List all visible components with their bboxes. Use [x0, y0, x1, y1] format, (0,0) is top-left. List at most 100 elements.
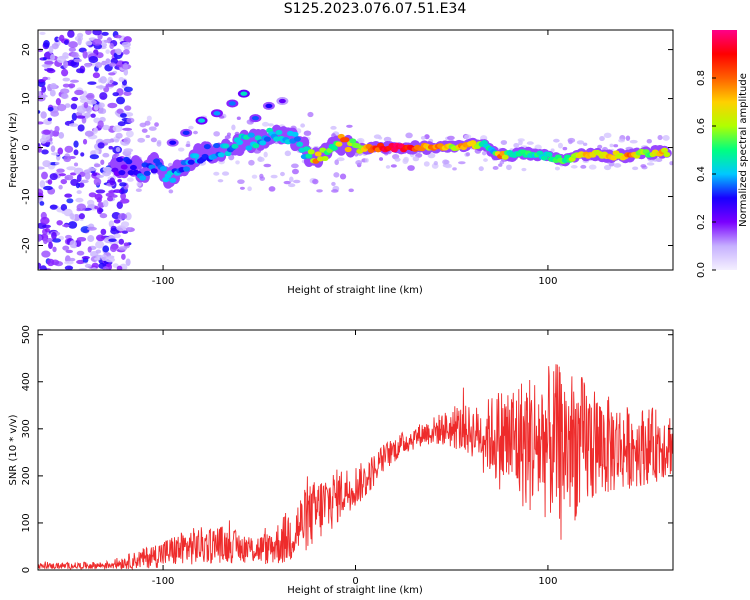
spectrogram-ridge-point [169, 177, 177, 183]
spectrogram-speckle [125, 258, 131, 267]
spectrogram-speckle [517, 138, 525, 142]
spectrogram-speckle [87, 167, 97, 171]
spectrogram-speckle [73, 140, 79, 148]
spectrogram-speckle [239, 186, 245, 190]
spectrogram-speckle [92, 38, 102, 46]
spectrogram-speckle [185, 143, 191, 148]
spectrogram-speckle [107, 102, 118, 109]
spectrogram-ridge-point [390, 147, 398, 153]
spectrogram-speckle [483, 158, 488, 162]
spectrogram-speckle [85, 30, 92, 35]
spectrogram-speckle [632, 166, 639, 171]
spectrogram-speckle [118, 76, 125, 83]
spectrogram-speckle [95, 189, 106, 194]
spectrogram-speckle [123, 242, 130, 247]
spectrogram-speckle [333, 172, 340, 178]
spectrogram-speckle [427, 153, 436, 159]
spectrogram-speckle [62, 245, 70, 251]
spectrogram-speckle [640, 164, 647, 168]
spectrogram-speckle [102, 266, 109, 270]
spectrogram-speckle [51, 43, 59, 50]
spectrogram-ridge-point [159, 166, 167, 172]
spectrogram-speckle [49, 173, 58, 181]
y-tick-label: 100 [21, 513, 32, 532]
spectrogram-speckle [51, 231, 57, 240]
spectrogram-speckle [444, 163, 453, 169]
spectrogram-ridge-point [342, 137, 350, 143]
y-tick-label: -20 [21, 237, 32, 253]
spectrogram-speckle [521, 167, 527, 172]
spectrogram-speckle [331, 181, 336, 186]
spectrogram-speckle [50, 110, 60, 117]
spectrogram-ridge-point [263, 136, 271, 142]
spectrogram-speckle [108, 62, 116, 67]
spectrogram-speckle [284, 150, 292, 157]
spectrogram-ridge-point [275, 129, 283, 136]
y-tick-label: 500 [21, 325, 32, 344]
spectrogram-speckle [93, 127, 98, 134]
spectrogram-speckle [433, 161, 438, 166]
spectrogram-speckle [93, 163, 101, 168]
spectrogram-ridge-point [143, 170, 151, 176]
spectrogram-speckle [125, 212, 132, 221]
spectrogram-speckle [48, 241, 53, 249]
spectrogram-speckle [71, 112, 78, 121]
spectrogram-speckle [68, 47, 76, 52]
spectrogram-speckle [378, 136, 383, 140]
spectrogram-speckle [383, 136, 392, 142]
spectrogram-speckle [221, 171, 230, 176]
spectrogram-speckle [412, 156, 420, 162]
spectrogram-speckle [123, 91, 132, 96]
spectrogram-ridge-point [236, 139, 244, 145]
spectrogram-speckle [263, 163, 272, 168]
spectrogram-speckle [98, 102, 105, 109]
spectrogram-speckle [126, 177, 134, 182]
spectrogram-speckle [117, 178, 122, 183]
spectrogram-speckle [42, 185, 53, 191]
spectrogram-speckle [50, 54, 55, 61]
spectrogram-speckle [84, 130, 94, 137]
spectrogram-ridge-point [183, 166, 191, 172]
spectrogram-speckle [102, 170, 111, 177]
spectrogram-speckle [73, 149, 79, 156]
spectrogram-speckle [94, 205, 99, 210]
spectrogram-speckle [657, 135, 663, 141]
spectrogram-speckle [102, 245, 110, 253]
spectrogram-ridge-point [469, 140, 477, 146]
spectrogram-speckle [92, 30, 102, 36]
spectrogram-speckle [112, 263, 119, 268]
spectrogram-speckle [405, 132, 413, 139]
spectrogram-speckle [103, 39, 110, 43]
spectrogram-speckle [303, 130, 312, 136]
spectrogram-speckle [669, 161, 673, 166]
spectrogram-speckle [307, 111, 314, 118]
spectrogram-speckle [68, 221, 78, 229]
spectrogram-speckle [96, 174, 104, 178]
spectrogram-speckle [38, 234, 43, 242]
spectrogram-speckle [108, 220, 114, 228]
spectrogram-speckle [60, 179, 68, 185]
spectrogram-speckle [77, 124, 85, 132]
spectrogram-branch-point [228, 101, 236, 106]
spectrogram-speckle [603, 132, 612, 139]
spectrogram-speckle [562, 146, 568, 151]
spectrogram-speckle [76, 68, 85, 74]
spectrogram-speckle [76, 190, 82, 195]
spectrogram-speckle [112, 125, 123, 133]
y-tick-label: 10 [21, 92, 32, 105]
spectrogram-speckle [102, 199, 109, 208]
spectrogram-speckle [68, 83, 76, 89]
spectrogram-ridge-point [120, 164, 128, 170]
spectrogram-speckle [105, 257, 115, 263]
spectrogram-speckle [60, 93, 69, 99]
y-tick-label: -10 [21, 188, 32, 204]
figure-title: S125.2023.076.07.51.E34 [283, 1, 467, 17]
spectrogram-speckle [64, 103, 71, 108]
spectrogram-ridge-point [252, 143, 260, 149]
spectrogram-speckle [108, 72, 116, 76]
spectrogram-speckle [107, 196, 114, 202]
spectrogram-speckle [41, 149, 49, 155]
spectrogram-speckle [394, 157, 401, 162]
spectrogram-speckle [59, 34, 65, 42]
